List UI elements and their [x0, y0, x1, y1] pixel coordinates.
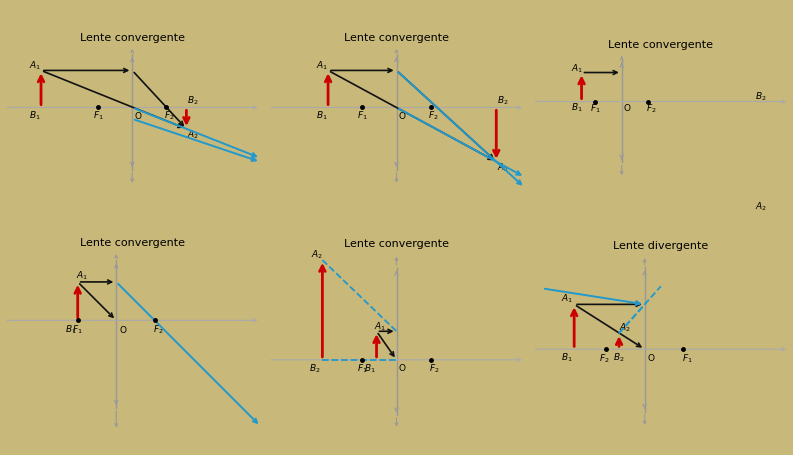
Text: O: O [648, 354, 655, 364]
Text: $A_2$: $A_2$ [186, 129, 199, 142]
Text: O: O [135, 111, 141, 121]
Text: $B_2$: $B_2$ [756, 91, 767, 103]
Text: $B_1$: $B_1$ [365, 362, 376, 374]
Text: $F_2$: $F_2$ [600, 353, 610, 365]
Text: $F_2$: $F_2$ [428, 110, 439, 122]
Text: O: O [119, 325, 126, 334]
Title: Lente divergente: Lente divergente [613, 241, 708, 251]
Text: $A_2$: $A_2$ [496, 162, 508, 174]
Title: Lente convergente: Lente convergente [344, 33, 449, 43]
Text: $A_2$: $A_2$ [311, 248, 323, 261]
Text: $B_1$: $B_1$ [561, 352, 573, 364]
Text: $F_1$: $F_1$ [357, 362, 368, 374]
Text: $F_1$: $F_1$ [93, 110, 103, 122]
Text: $A_2$: $A_2$ [619, 321, 631, 334]
Text: $F_2$: $F_2$ [429, 362, 439, 374]
Title: Lente convergente: Lente convergente [80, 33, 185, 43]
Title: Lente convergente: Lente convergente [80, 238, 185, 248]
Text: $B_1$: $B_1$ [65, 323, 76, 336]
Text: $F_2$: $F_2$ [153, 324, 164, 336]
Text: $A_1$: $A_1$ [316, 59, 328, 71]
Text: $A_1$: $A_1$ [561, 293, 573, 305]
Text: $F_1$: $F_1$ [682, 353, 692, 365]
Text: $A_1$: $A_1$ [374, 321, 386, 333]
Text: $F_1$: $F_1$ [357, 110, 368, 122]
Text: $B_2$: $B_2$ [309, 362, 321, 374]
Text: $F_1$: $F_1$ [590, 102, 600, 115]
Text: $F_1$: $F_1$ [72, 324, 83, 336]
Text: $F_2$: $F_2$ [164, 110, 174, 122]
Text: O: O [623, 104, 630, 113]
Text: $A_1$: $A_1$ [29, 59, 40, 71]
Text: O: O [399, 111, 406, 121]
Text: $A_1$: $A_1$ [75, 270, 88, 283]
Text: $B_1$: $B_1$ [316, 109, 328, 121]
Text: $A_2$: $A_2$ [755, 200, 767, 212]
Title: Lente convergente: Lente convergente [344, 239, 449, 249]
Title: Lente convergente: Lente convergente [608, 40, 713, 50]
Text: $F_2$: $F_2$ [646, 102, 657, 115]
Text: $A_1$: $A_1$ [571, 62, 583, 75]
Text: $B_2$: $B_2$ [187, 95, 198, 107]
Text: $B_1$: $B_1$ [571, 101, 583, 114]
Text: $B_2$: $B_2$ [496, 95, 508, 107]
Text: O: O [399, 364, 406, 373]
Text: $B_2$: $B_2$ [613, 352, 624, 364]
Text: $B_1$: $B_1$ [29, 109, 40, 121]
